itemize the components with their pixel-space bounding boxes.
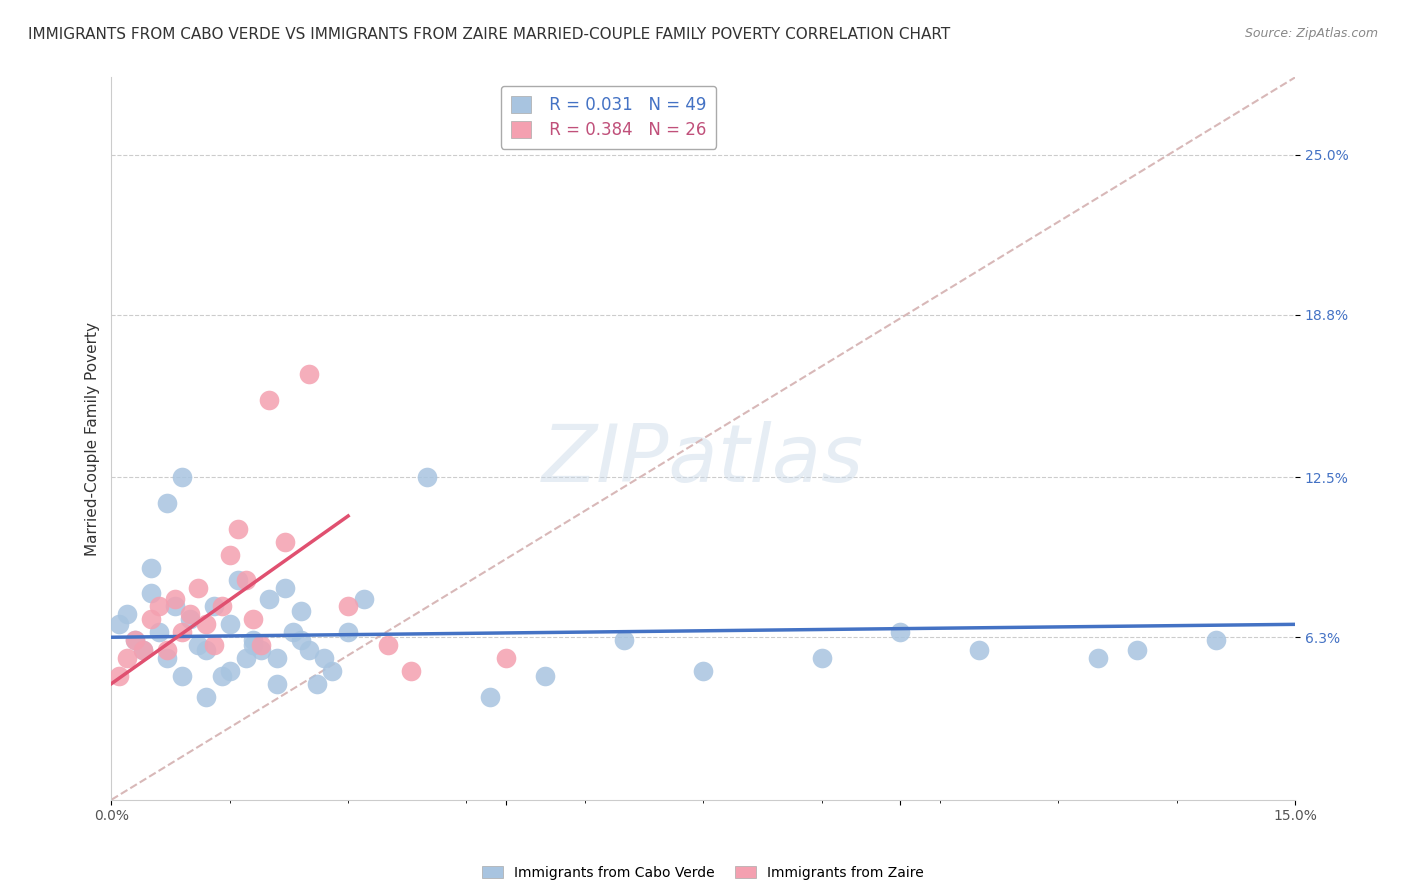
Point	[202, 638, 225, 652]
Point	[132, 643, 155, 657]
Point	[179, 612, 201, 626]
Point	[810, 651, 832, 665]
Point	[321, 664, 343, 678]
Point	[337, 625, 360, 640]
Text: Source: ZipAtlas.com: Source: ZipAtlas.com	[1244, 27, 1378, 40]
Point	[218, 548, 240, 562]
Point	[202, 599, 225, 614]
Point	[218, 617, 240, 632]
Point	[399, 664, 422, 678]
Point	[172, 470, 194, 484]
Point	[250, 638, 273, 652]
Point	[179, 607, 201, 621]
Point	[337, 599, 360, 614]
Point	[266, 676, 288, 690]
Point	[211, 669, 233, 683]
Point	[305, 676, 328, 690]
Point	[108, 669, 131, 683]
Point	[534, 669, 557, 683]
Point	[257, 392, 280, 407]
Text: ZIPatlas: ZIPatlas	[543, 421, 865, 500]
Point	[290, 604, 312, 618]
Y-axis label: Married-Couple Family Poverty: Married-Couple Family Poverty	[86, 322, 100, 556]
Point	[132, 643, 155, 657]
Point	[108, 617, 131, 632]
Point	[211, 599, 233, 614]
Point	[187, 581, 209, 595]
Point	[172, 625, 194, 640]
Point	[1126, 643, 1149, 657]
Point	[218, 664, 240, 678]
Point	[266, 651, 288, 665]
Legend: Immigrants from Cabo Verde, Immigrants from Zaire: Immigrants from Cabo Verde, Immigrants f…	[477, 860, 929, 885]
Point	[274, 581, 297, 595]
Point	[115, 607, 138, 621]
Point	[242, 632, 264, 647]
Point	[377, 638, 399, 652]
Point	[163, 591, 186, 606]
Point	[889, 625, 911, 640]
Point	[139, 586, 162, 600]
Point	[148, 599, 170, 614]
Point	[195, 617, 218, 632]
Point	[250, 643, 273, 657]
Point	[195, 643, 218, 657]
Point	[235, 574, 257, 588]
Point	[353, 591, 375, 606]
Point	[148, 625, 170, 640]
Point	[226, 522, 249, 536]
Point	[226, 574, 249, 588]
Point	[156, 651, 179, 665]
Point	[298, 367, 321, 381]
Point	[139, 612, 162, 626]
Point	[172, 669, 194, 683]
Point	[613, 632, 636, 647]
Point	[281, 625, 304, 640]
Point	[235, 651, 257, 665]
Point	[416, 470, 439, 484]
Point	[163, 599, 186, 614]
Point	[692, 664, 714, 678]
Point	[298, 643, 321, 657]
Point	[257, 591, 280, 606]
Legend:  R = 0.031   N = 49,  R = 0.384   N = 26: R = 0.031 N = 49, R = 0.384 N = 26	[501, 86, 717, 149]
Point	[124, 632, 146, 647]
Point	[187, 638, 209, 652]
Point	[969, 643, 991, 657]
Point	[314, 651, 336, 665]
Point	[290, 632, 312, 647]
Point	[495, 651, 517, 665]
Point	[242, 612, 264, 626]
Point	[156, 496, 179, 510]
Text: IMMIGRANTS FROM CABO VERDE VS IMMIGRANTS FROM ZAIRE MARRIED-COUPLE FAMILY POVERT: IMMIGRANTS FROM CABO VERDE VS IMMIGRANTS…	[28, 27, 950, 42]
Point	[274, 534, 297, 549]
Point	[115, 651, 138, 665]
Point	[479, 690, 502, 704]
Point	[139, 560, 162, 574]
Point	[242, 638, 264, 652]
Point	[1087, 651, 1109, 665]
Point	[195, 690, 218, 704]
Point	[1205, 632, 1227, 647]
Point	[156, 643, 179, 657]
Point	[124, 632, 146, 647]
